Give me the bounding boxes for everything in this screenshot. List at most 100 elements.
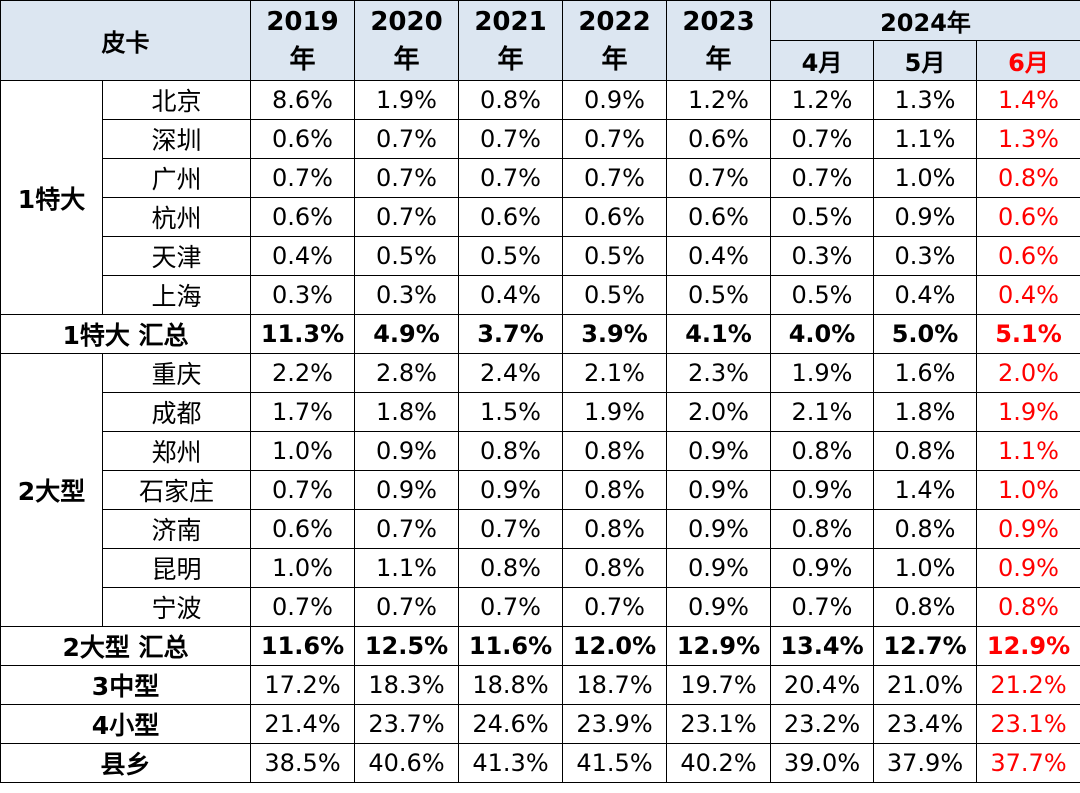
value-cell: 39.0%	[770, 743, 874, 783]
value-cell: 3.7%	[458, 314, 563, 354]
value-cell: 37.9%	[873, 743, 977, 783]
value-cell: 2.2%	[250, 353, 355, 393]
value-cell-highlight: 37.7%	[975, 743, 1080, 783]
tier-row: 3中型 17.2% 18.3% 18.8% 18.7% 19.7% 20.4% 21.0% 21…	[0, 665, 1080, 705]
value-cell: 0.8%	[562, 431, 667, 471]
value-cell: 24.6%	[458, 704, 563, 744]
tier-label: 4小型	[0, 704, 251, 744]
city-label: 济南	[102, 509, 251, 549]
value-cell-highlight: 5.1%	[975, 314, 1080, 354]
table-row: 天津 0.4% 0.5% 0.5% 0.5% 0.4% 0.3% 0.3% 0.6%	[1, 236, 1080, 276]
value-cell: 4.0%	[770, 314, 874, 354]
value-cell: 23.4%	[873, 704, 977, 744]
value-cell: 12.0%	[562, 626, 667, 666]
value-cell: 0.6%	[458, 197, 563, 237]
city-label: 郑州	[102, 431, 251, 471]
value-cell-highlight: 0.6%	[975, 236, 1080, 276]
table-row: 济南 0.6% 0.7% 0.7% 0.8% 0.9% 0.8% 0.8% 0.9%	[1, 509, 1080, 549]
group-label: 1特大	[0, 80, 103, 315]
value-cell: 0.7%	[250, 587, 355, 627]
table-row: 1特大 北京 8.6% 1.9% 0.8% 0.9% 1.2% 1.2% 1.3% 1.4%	[0, 80, 1080, 315]
value-cell: 23.2%	[770, 704, 874, 744]
value-cell: 11.6%	[458, 626, 563, 666]
value-cell: 0.3%	[873, 236, 977, 276]
city-label: 重庆	[102, 353, 251, 393]
value-cell: 0.9%	[770, 548, 874, 588]
value-cell: 0.6%	[250, 197, 355, 237]
value-cell: 41.5%	[562, 743, 667, 783]
value-cell: 0.3%	[354, 275, 459, 315]
value-cell: 0.3%	[250, 275, 355, 315]
value-cell: 23.1%	[666, 704, 771, 744]
value-cell: 1.5%	[458, 392, 563, 432]
value-cell: 0.4%	[666, 236, 771, 276]
value-cell: 0.7%	[458, 119, 563, 159]
value-cell: 20.4%	[770, 665, 874, 705]
value-cell: 18.8%	[458, 665, 563, 705]
value-cell: 0.7%	[354, 587, 459, 627]
value-cell: 0.8%	[873, 509, 977, 549]
value-cell: 0.7%	[666, 158, 771, 198]
table-row: 成都 1.7% 1.8% 1.5% 1.9% 2.0% 2.1% 1.8% 1.9%	[1, 392, 1080, 432]
value-cell: 0.7%	[354, 509, 459, 549]
year-header: 2019 年	[250, 0, 355, 81]
value-cell: 1.0%	[873, 158, 977, 198]
value-cell-highlight: 1.0%	[975, 470, 1080, 510]
value-cell: 1.0%	[250, 548, 355, 588]
subtotal-label: 2大型 汇总	[0, 626, 251, 666]
value-cell-highlight: 0.9%	[975, 548, 1080, 588]
value-cell: 12.9%	[666, 626, 771, 666]
value-cell: 0.7%	[562, 587, 667, 627]
value-cell: 18.3%	[354, 665, 459, 705]
value-cell-highlight: 1.4%	[975, 80, 1080, 120]
value-cell: 0.8%	[562, 509, 667, 549]
value-cell: 0.7%	[770, 587, 874, 627]
value-cell: 0.7%	[458, 587, 563, 627]
value-cell: 0.9%	[562, 80, 667, 120]
value-cell: 1.1%	[354, 548, 459, 588]
value-cell: 0.8%	[458, 548, 563, 588]
value-cell: 0.6%	[666, 119, 771, 159]
value-cell: 0.4%	[458, 275, 563, 315]
value-cell: 0.7%	[354, 119, 459, 159]
value-cell: 0.7%	[562, 158, 667, 198]
value-cell-highlight: 0.9%	[975, 509, 1080, 549]
value-cell: 0.7%	[770, 119, 874, 159]
value-cell: 1.9%	[354, 80, 459, 120]
value-cell: 2.3%	[666, 353, 771, 393]
value-cell: 2.0%	[666, 392, 771, 432]
value-cell: 23.9%	[562, 704, 667, 744]
table-row: 杭州 0.6% 0.7% 0.6% 0.6% 0.6% 0.5% 0.9% 0.6%	[1, 197, 1080, 237]
value-cell: 38.5%	[250, 743, 355, 783]
value-cell: 0.9%	[458, 470, 563, 510]
value-cell: 13.4%	[770, 626, 874, 666]
value-cell: 21.0%	[873, 665, 977, 705]
value-cell: 0.8%	[458, 431, 563, 471]
value-cell-highlight: 1.3%	[975, 119, 1080, 159]
value-cell: 0.5%	[458, 236, 563, 276]
value-cell: 0.5%	[770, 197, 874, 237]
value-cell-highlight: 12.9%	[975, 626, 1080, 666]
city-label: 上海	[102, 275, 251, 315]
subtotal-row: 1特大 汇总 11.3% 4.9% 3.7% 3.9% 4.1% 4.0% 5.0% 5.1%	[0, 314, 1080, 354]
value-cell: 0.7%	[458, 509, 563, 549]
value-cell: 1.0%	[873, 548, 977, 588]
value-cell: 0.6%	[666, 197, 771, 237]
value-cell: 1.3%	[873, 80, 977, 120]
subtotal-label: 1特大 汇总	[0, 314, 251, 354]
month-header-highlight: 6月	[975, 40, 1080, 81]
value-cell: 1.9%	[562, 392, 667, 432]
value-cell: 23.7%	[354, 704, 459, 744]
city-label: 杭州	[102, 197, 251, 237]
value-cell: 0.7%	[562, 119, 667, 159]
table-row: 郑州 1.0% 0.9% 0.8% 0.8% 0.9% 0.8% 0.8% 1.1%	[1, 431, 1080, 471]
corner-header: 皮卡	[0, 0, 251, 81]
month-header: 4月	[770, 40, 874, 81]
value-cell: 0.9%	[354, 431, 459, 471]
value-cell: 0.9%	[354, 470, 459, 510]
value-cell: 5.0%	[873, 314, 977, 354]
value-cell-highlight: 0.8%	[975, 158, 1080, 198]
year-header: 2020 年	[354, 0, 459, 81]
value-cell: 0.6%	[250, 509, 355, 549]
